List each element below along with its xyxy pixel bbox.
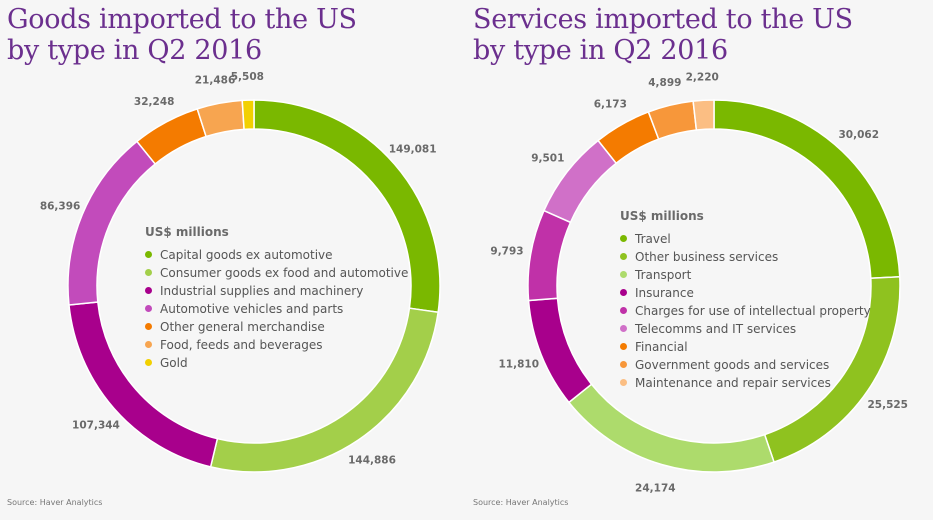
goods-legend-swatch-icon bbox=[145, 323, 152, 330]
services-slice-5 bbox=[527, 209, 572, 302]
goods-chart-panel: Goods imported to the US by type in Q2 2… bbox=[0, 0, 466, 520]
services-value-label-1: 30,062 bbox=[839, 129, 880, 141]
services-chart-panel: Services imported to the US by type in Q… bbox=[466, 0, 933, 520]
services-value-label-5: 9,793 bbox=[490, 246, 523, 258]
goods-donut-chart: 149,081 144,886 107,344 86,396 32,248 21,4865… bbox=[40, 71, 441, 473]
services-legend-swatch-icon bbox=[620, 253, 627, 260]
goods-legend-label: Industrial supplies and machinery bbox=[160, 284, 364, 298]
services-legend-label: Charges for use of intellectual property bbox=[635, 304, 871, 318]
goods-value-label-2: 144,886 bbox=[348, 455, 396, 467]
services-slice-9 bbox=[692, 99, 715, 131]
services-title-line2: by type in Q2 2016 bbox=[473, 35, 728, 66]
goods-slice-7 bbox=[241, 99, 255, 131]
services-legend-swatch-icon bbox=[620, 343, 627, 350]
services-value-label-3: 24,174 bbox=[635, 483, 676, 495]
services-legend-label: Telecomms and IT services bbox=[635, 322, 797, 336]
goods-title-line1: Goods imported to the US bbox=[7, 4, 357, 35]
goods-legend-item: Industrial supplies and machinery bbox=[145, 282, 408, 300]
services-legend-label: Transport bbox=[635, 268, 692, 282]
goods-slice-4 bbox=[67, 140, 157, 306]
services-legend-swatch-icon bbox=[620, 361, 627, 368]
services-value-label-2: 25,525 bbox=[867, 399, 908, 411]
services-legend-title: US$ millions bbox=[620, 209, 704, 223]
services-legend-label: Financial bbox=[635, 340, 688, 354]
goods-value-label-3: 107,344 bbox=[72, 419, 120, 431]
services-source: Source: Haver Analytics bbox=[473, 498, 569, 507]
goods-legend-swatch-icon bbox=[145, 341, 152, 348]
goods-legend: US$ millions Capital goods ex automotive C… bbox=[145, 224, 408, 372]
services-value-label-4: 11,810 bbox=[498, 358, 539, 370]
goods-value-label-5: 32,248 bbox=[134, 96, 175, 108]
goods-legend-label: Automotive vehicles and parts bbox=[160, 302, 344, 316]
services-legend-item: Transport bbox=[620, 266, 871, 284]
goods-legend-item: Food, feeds and beverages bbox=[145, 336, 408, 354]
goods-legend-label: Capital goods ex automotive bbox=[160, 248, 333, 262]
services-slice-3 bbox=[567, 383, 775, 473]
goods-legend-swatch-icon bbox=[145, 305, 152, 312]
services-title-line1: Services imported to the US bbox=[473, 4, 853, 35]
goods-chart-title: Goods imported to the US by type in Q2 2… bbox=[7, 4, 357, 66]
goods-value-label-4: 86,396 bbox=[40, 200, 81, 212]
goods-value-label-6: 21,486 bbox=[195, 75, 236, 87]
services-legend: US$ millions Travel Other business service… bbox=[620, 208, 871, 392]
services-legend-item: Government goods and services bbox=[620, 356, 871, 374]
services-legend-item: Charges for use of intellectual property bbox=[620, 302, 871, 320]
services-value-label-9: 2,220 bbox=[686, 71, 719, 83]
goods-legend-label: Other general merchandise bbox=[160, 320, 325, 334]
services-legend-item: Maintenance and repair services bbox=[620, 374, 871, 392]
goods-legend-label: Food, feeds and beverages bbox=[160, 338, 323, 352]
goods-value-label-7: 5,508 bbox=[231, 71, 264, 83]
services-donut-chart: 30,062 25,525 24,174 11,810 9,793 9,501 6,173 4… bbox=[490, 71, 908, 495]
goods-legend-swatch-icon bbox=[145, 359, 152, 366]
services-chart-title: Services imported to the US by type in Q… bbox=[473, 4, 853, 66]
services-value-label-8: 4,899 bbox=[648, 77, 681, 89]
services-legend-item: Telecomms and IT services bbox=[620, 320, 871, 338]
goods-legend-item: Automotive vehicles and parts bbox=[145, 300, 408, 318]
services-legend-swatch-icon bbox=[620, 289, 627, 296]
goods-legend-swatch-icon bbox=[145, 251, 152, 258]
services-legend-label: Other business services bbox=[635, 250, 779, 264]
services-legend-label: Travel bbox=[635, 232, 671, 246]
goods-title-line2: by type in Q2 2016 bbox=[7, 35, 262, 66]
services-legend-swatch-icon bbox=[620, 235, 627, 242]
goods-legend-item: Gold bbox=[145, 354, 408, 372]
goods-legend-title: US$ millions bbox=[145, 225, 229, 239]
services-legend-label: Government goods and services bbox=[635, 358, 830, 372]
goods-slice-6 bbox=[196, 99, 245, 138]
goods-legend-item: Capital goods ex automotive bbox=[145, 246, 408, 264]
services-slice-4 bbox=[527, 297, 593, 404]
services-legend-swatch-icon bbox=[620, 325, 627, 332]
services-legend-swatch-icon bbox=[620, 379, 627, 386]
goods-source: Source: Haver Analytics bbox=[7, 498, 103, 507]
services-legend-swatch-icon bbox=[620, 271, 627, 278]
goods-legend-swatch-icon bbox=[145, 287, 152, 294]
services-legend-swatch-icon bbox=[620, 307, 627, 314]
services-legend-item: Travel bbox=[620, 230, 871, 248]
services-value-label-7: 6,173 bbox=[594, 98, 627, 110]
services-legend-item: Financial bbox=[620, 338, 871, 356]
services-legend-label: Maintenance and repair services bbox=[635, 376, 831, 390]
goods-legend-label: Consumer goods ex food and automotive bbox=[160, 266, 409, 280]
services-legend-item: Other business services bbox=[620, 248, 871, 266]
services-legend-item: Insurance bbox=[620, 284, 871, 302]
goods-legend-item: Consumer goods ex food and automotive bbox=[145, 264, 408, 282]
goods-legend-item: Other general merchandise bbox=[145, 318, 408, 336]
goods-value-label-1: 149,081 bbox=[389, 143, 437, 155]
goods-legend-swatch-icon bbox=[145, 269, 152, 276]
goods-legend-label: Gold bbox=[160, 356, 188, 370]
services-legend-label: Insurance bbox=[635, 286, 694, 300]
services-value-label-6: 9,501 bbox=[531, 153, 564, 165]
